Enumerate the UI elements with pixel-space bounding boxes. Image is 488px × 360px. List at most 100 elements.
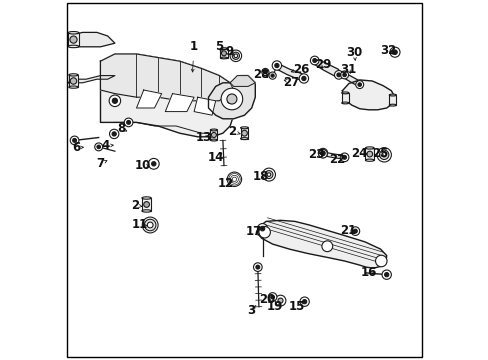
Text: 7: 7 (96, 157, 104, 170)
Ellipse shape (388, 104, 396, 106)
Bar (365, 148, 373, 160)
Circle shape (384, 273, 388, 277)
Circle shape (230, 50, 241, 62)
Circle shape (258, 226, 270, 238)
Circle shape (70, 78, 77, 84)
Circle shape (318, 148, 327, 158)
Ellipse shape (142, 197, 151, 199)
Circle shape (320, 151, 325, 155)
Ellipse shape (220, 57, 227, 59)
Circle shape (151, 162, 156, 166)
Text: 1: 1 (190, 40, 198, 53)
Circle shape (381, 270, 390, 279)
Ellipse shape (341, 102, 348, 104)
Polygon shape (165, 94, 194, 112)
Circle shape (321, 241, 332, 252)
Circle shape (350, 227, 359, 235)
Bar (210, 130, 217, 140)
Polygon shape (101, 54, 233, 137)
Circle shape (334, 71, 343, 79)
Circle shape (109, 129, 119, 139)
Circle shape (375, 255, 386, 267)
Circle shape (143, 202, 149, 207)
Ellipse shape (210, 129, 217, 131)
Ellipse shape (142, 210, 151, 212)
Circle shape (321, 152, 324, 156)
Circle shape (148, 158, 159, 169)
Circle shape (312, 59, 316, 62)
Polygon shape (343, 73, 361, 86)
Bar (68, 33, 79, 46)
Circle shape (275, 295, 285, 306)
Circle shape (144, 219, 156, 231)
Text: 14: 14 (207, 151, 224, 164)
Text: 19: 19 (265, 300, 282, 312)
Text: 2: 2 (130, 199, 139, 212)
Circle shape (277, 298, 283, 303)
Circle shape (241, 130, 247, 136)
Circle shape (95, 143, 102, 151)
Polygon shape (342, 80, 394, 110)
Circle shape (221, 88, 242, 110)
Circle shape (353, 229, 357, 233)
Text: 6: 6 (72, 141, 80, 154)
Text: 9: 9 (225, 45, 233, 58)
Circle shape (376, 148, 390, 162)
Circle shape (112, 132, 116, 136)
Ellipse shape (69, 74, 78, 76)
Text: 8: 8 (117, 122, 125, 135)
Polygon shape (273, 63, 305, 80)
Circle shape (221, 51, 226, 56)
Circle shape (73, 139, 76, 142)
Bar (142, 198, 151, 211)
Bar (240, 128, 248, 139)
Text: 15: 15 (288, 300, 304, 312)
Circle shape (270, 74, 274, 77)
Circle shape (342, 73, 346, 77)
Text: 22: 22 (328, 153, 345, 166)
Circle shape (318, 149, 326, 158)
Circle shape (97, 145, 100, 149)
Circle shape (70, 136, 79, 145)
Ellipse shape (341, 92, 348, 94)
Circle shape (366, 151, 372, 157)
Text: 13: 13 (196, 131, 212, 144)
Text: 11: 11 (132, 219, 148, 231)
Text: 5: 5 (215, 40, 223, 53)
Text: 31: 31 (339, 63, 356, 76)
Text: 20: 20 (259, 293, 275, 306)
Circle shape (272, 61, 281, 70)
Text: 28: 28 (253, 68, 269, 81)
Circle shape (389, 47, 399, 57)
Circle shape (262, 168, 275, 181)
Ellipse shape (68, 32, 79, 34)
Ellipse shape (365, 147, 373, 149)
Circle shape (253, 263, 262, 271)
Circle shape (268, 72, 276, 79)
Circle shape (234, 54, 237, 58)
Text: 27: 27 (283, 76, 299, 89)
Circle shape (227, 98, 232, 103)
Text: 3: 3 (247, 304, 255, 317)
Bar (388, 95, 396, 105)
Circle shape (301, 76, 305, 81)
Polygon shape (230, 76, 255, 86)
Polygon shape (68, 76, 115, 83)
Circle shape (299, 74, 308, 83)
Ellipse shape (365, 159, 373, 161)
Bar (220, 49, 227, 58)
Circle shape (257, 224, 267, 234)
Bar (69, 75, 78, 87)
Polygon shape (68, 32, 115, 47)
Circle shape (355, 81, 363, 89)
Circle shape (112, 98, 117, 103)
Polygon shape (101, 54, 233, 101)
Text: 12: 12 (217, 177, 233, 190)
Circle shape (310, 56, 318, 65)
Circle shape (340, 71, 348, 79)
Text: 23: 23 (308, 148, 324, 161)
Circle shape (268, 293, 276, 301)
Text: 4: 4 (102, 139, 110, 152)
Circle shape (211, 132, 216, 138)
Circle shape (264, 171, 272, 179)
